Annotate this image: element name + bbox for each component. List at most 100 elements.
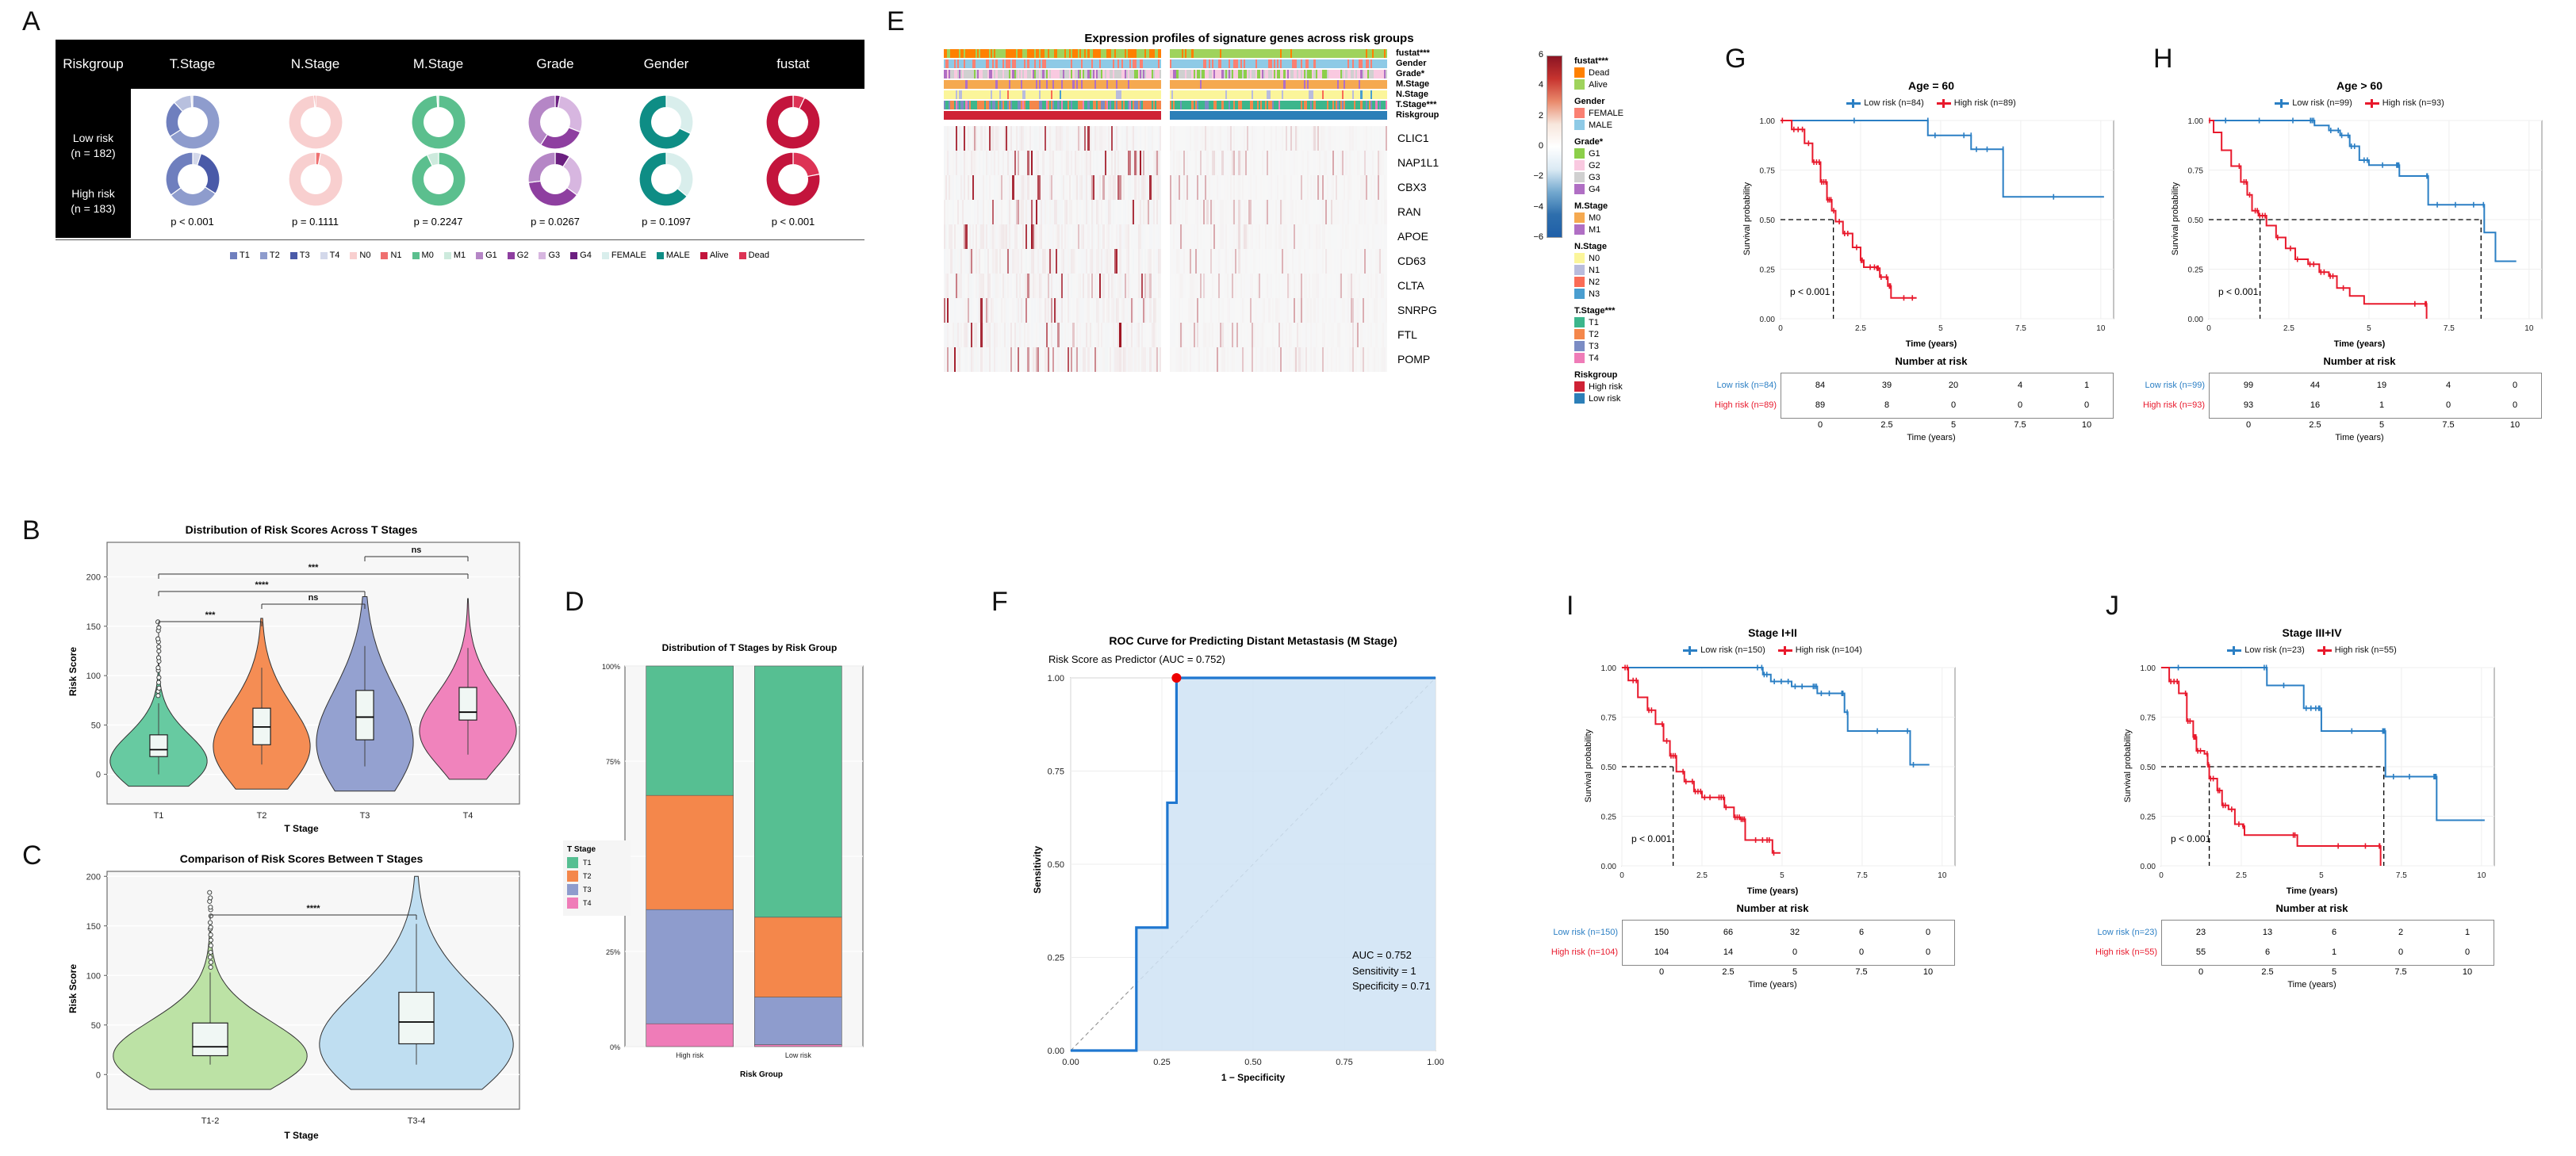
km-pvalue-g: p < 0.001 xyxy=(1790,286,1830,297)
panel-e-annotation-row-riskgroup-low xyxy=(1170,111,1388,120)
km-title-i: Stage I+II xyxy=(1748,626,1797,639)
panel-e-heat-row-clic1-low xyxy=(1170,126,1388,151)
svg-text:T3-4: T3-4 xyxy=(408,1116,426,1126)
legend-swatch-icon xyxy=(1574,148,1585,159)
km-risk-value-h-1-3: 0 xyxy=(2445,400,2451,410)
svg-text:T1: T1 xyxy=(154,811,164,821)
panel-e-legend-item-dead: Dead xyxy=(1574,67,1709,78)
km-risk-value-j-0-0: 23 xyxy=(2195,928,2206,937)
svg-text:0.25: 0.25 xyxy=(2188,266,2204,275)
km-risk-value-j-0-3: 2 xyxy=(2398,928,2404,937)
km-legend-g: Low risk (n=84) High risk (n=89) xyxy=(1733,98,2129,108)
legend-label: G1 xyxy=(1589,148,1600,159)
svg-text:0: 0 xyxy=(96,1070,101,1080)
km-risk-row-label-g-1: High risk (n=89) xyxy=(1715,400,1777,410)
panel-a-pvalue-4: p = 0.1097 xyxy=(642,216,691,228)
km-risk-value-g-1-1: 8 xyxy=(1884,400,1890,410)
km-risk-value-i-1-4: 0 xyxy=(1925,947,1931,957)
panel-e-heatmap: Expression profiles of signature genes a… xyxy=(912,32,1713,539)
panel-e-colorbar-tick-6: −6 xyxy=(1533,232,1543,242)
legend-label: G3 xyxy=(548,251,561,260)
panel-a-pvalue-5: p < 0.001 xyxy=(771,216,815,228)
svg-text:0.25: 0.25 xyxy=(2141,813,2156,822)
panel-c-title: Comparison of Risk Scores Between T Stag… xyxy=(179,852,424,865)
panel-a-donut-high-fustat xyxy=(765,151,821,210)
km-ylabel-j: Survival probability xyxy=(2123,729,2133,803)
svg-text:0.25: 0.25 xyxy=(1760,266,1776,275)
legend-swatch-icon xyxy=(1574,341,1585,351)
panel-a-pvalue-1: p = 0.1111 xyxy=(292,216,339,228)
svg-text:5: 5 xyxy=(1938,324,1943,333)
legend-swatch-icon xyxy=(567,857,578,868)
panel-a-donut-low-fustat xyxy=(765,94,821,153)
legend-label: High risk xyxy=(1589,381,1623,392)
panel-e-annotation-row-fustat-low xyxy=(1170,49,1388,58)
panel-label-F: F xyxy=(991,587,1008,617)
panel-e-gene-label-apoe: APOE xyxy=(1397,229,1428,243)
svg-text:0.75: 0.75 xyxy=(1048,767,1064,777)
svg-text:0: 0 xyxy=(96,771,101,780)
legend-swatch-icon xyxy=(656,251,664,259)
panel-e-heat-row-snrpg-low xyxy=(1170,298,1388,323)
svg-text:T2: T2 xyxy=(257,811,267,821)
panel-e-annotation-row-gender-high xyxy=(944,59,1162,68)
km-legend-item-low: Low risk (n=84) xyxy=(1846,98,1924,108)
panel-e-gene-label-snrpg: SNRPG xyxy=(1397,303,1437,316)
svg-text:200: 200 xyxy=(86,872,101,882)
panel-label-B: B xyxy=(22,515,40,545)
panel-c-ylabel: Risk Score xyxy=(67,963,79,1014)
panel-e-annotation-row-riskgroup-high xyxy=(944,111,1162,120)
svg-text:50: 50 xyxy=(91,1021,101,1031)
km-risk-row-label-j-0: Low risk (n=23) xyxy=(2097,928,2157,937)
km-legend-h: Low risk (n=99) High risk (n=93) xyxy=(2161,98,2558,108)
panel-e-gene-label-pomp: POMP xyxy=(1397,352,1431,366)
km-pvalue-h: p < 0.001 xyxy=(2218,286,2259,297)
panel-a-legend-item-n1: N1 xyxy=(381,251,402,260)
panel-e-annotation-row-m-stage-low xyxy=(1170,80,1388,89)
legend-label: N0 xyxy=(1589,253,1600,263)
panel-f-annotation-2: Specificity = 0.71 xyxy=(1352,980,1431,992)
svg-text:5: 5 xyxy=(2367,324,2371,333)
panel-a-legend-item-female: FEMALE xyxy=(601,251,646,260)
panel-e-annotation-row-t-stage-high xyxy=(944,101,1162,109)
legend-swatch-icon xyxy=(1574,108,1585,118)
km-risk-value-j-1-3: 0 xyxy=(2398,947,2404,957)
km-risk-value-i-0-4: 0 xyxy=(1925,928,1931,937)
legend-label: M0 xyxy=(1589,212,1601,223)
legend-label: MALE xyxy=(665,251,690,260)
panel-c-violin-grouped: Comparison of Risk Scores Between T Stag… xyxy=(63,852,539,1146)
svg-text:0.25: 0.25 xyxy=(1601,813,1617,822)
panel-a-legend-item-alive: Alive xyxy=(700,251,729,260)
panel-c-xlabel: T Stage xyxy=(284,1130,319,1141)
legend-swatch-icon xyxy=(350,251,358,259)
legend-label: N0 xyxy=(359,251,371,260)
km-risk-xlabel-g: Time (years) xyxy=(1907,433,1956,442)
panel-label-A: A xyxy=(22,6,40,36)
panel-a-column-header-fustat: fustat xyxy=(776,56,810,71)
panel-e-gene-label-ftl: FTL xyxy=(1397,327,1417,341)
km-legend-j: Low risk (n=23) High risk (n=55) xyxy=(2114,645,2510,655)
km-risk-table-title-h: Number at risk xyxy=(2323,355,2396,367)
svg-text:0.75: 0.75 xyxy=(1336,1058,1352,1067)
legend-swatch-icon xyxy=(567,871,578,882)
svg-text:2.5: 2.5 xyxy=(2283,324,2294,333)
km-risk-table-title-i: Number at risk xyxy=(1736,902,1809,914)
legend-label: T3 xyxy=(299,251,310,260)
panel-e-legend-item-female: FEMALE xyxy=(1574,108,1709,118)
km-risk-value-g-1-2: 0 xyxy=(1950,400,1957,410)
panel-d-legend: T Stage T1 T2 T3 T4 xyxy=(563,840,631,916)
panel-g-km-age-le60: Age = 60 Low risk (n=84) High risk (n=89) 0… xyxy=(1715,79,2129,452)
legend-label: T2 xyxy=(1589,329,1599,339)
km-legend-i: Low risk (n=150) High risk (n=104) xyxy=(1574,645,1971,655)
svg-text:10: 10 xyxy=(2477,871,2486,880)
km-legend-item-high: High risk (n=93) xyxy=(2364,98,2444,108)
km-risk-row-label-j-1: High risk (n=55) xyxy=(2095,947,2157,957)
panel-e-heat-row-apoe-high xyxy=(944,224,1162,249)
svg-text:7.5: 7.5 xyxy=(2444,324,2455,333)
panel-e-colorbar-tick-2: 2 xyxy=(1538,110,1543,121)
svg-text:0.75: 0.75 xyxy=(1760,167,1776,176)
km-title-g: Age = 60 xyxy=(1908,79,1954,92)
panel-a-column-header-gender: Gender xyxy=(643,56,689,71)
panel-d-xlabel: Risk Group xyxy=(740,1070,783,1079)
